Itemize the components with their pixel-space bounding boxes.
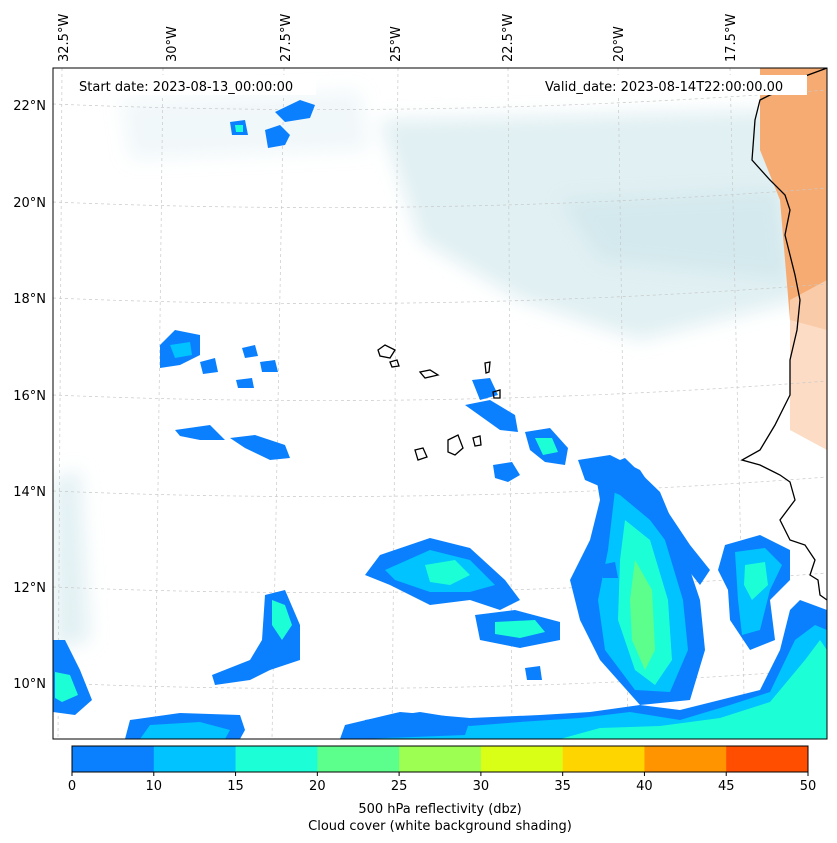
- lon-label: 20°W: [612, 26, 627, 62]
- lon-label: 27.5°W: [279, 14, 294, 62]
- colorbar-label: 500 hPa reflectivity (dbz): [358, 802, 521, 817]
- colorbar-segment: [480, 746, 564, 772]
- land-heat-shading: [760, 68, 827, 450]
- colorbar-tick-label: 10: [146, 779, 163, 794]
- lat-label: 10°N: [13, 677, 46, 692]
- coastline: [377, 68, 827, 601]
- lat-label: 14°N: [13, 485, 46, 500]
- colorbar-segment: [317, 746, 400, 772]
- valid-date-label: Valid_date: 2023-08-14T22:00:00.00: [545, 80, 783, 95]
- cape-verde-islands: [377, 344, 501, 461]
- storm-band-south: [340, 600, 827, 739]
- colorbar: 0 10 15 20 25 30 35 40 45 50: [68, 745, 817, 794]
- colorbar-tick-label: 20: [309, 779, 326, 794]
- colorbar-segment: [72, 746, 155, 772]
- latitude-labels: 22°N 20°N 18°N 16°N 14°N 12°N 10°N: [13, 99, 46, 692]
- lat-label: 20°N: [13, 196, 46, 211]
- longitude-labels: 32.5°W 30°W 27.5°W 25°W 22.5°W 20°W 17.5…: [57, 14, 739, 62]
- lat-label: 22°N: [13, 99, 46, 114]
- lat-label: 16°N: [13, 389, 46, 404]
- colorbar-tick-label: 35: [554, 779, 571, 794]
- colorbar-tick-label: 30: [473, 779, 490, 794]
- colorbar-segment: [153, 746, 237, 772]
- colorbar-tick-label: 40: [636, 779, 653, 794]
- colorbar-tick-label: 45: [718, 779, 735, 794]
- lon-label: 32.5°W: [57, 14, 72, 62]
- colorbar-tick-label: 25: [391, 779, 408, 794]
- colorbar-segment: [235, 746, 318, 772]
- plot-area: [53, 68, 827, 739]
- lat-label: 18°N: [13, 292, 46, 307]
- lon-label: 17.5°W: [724, 14, 739, 62]
- colorbar-segment: [562, 746, 645, 772]
- lat-label: 12°N: [13, 581, 46, 596]
- colorbar-sublabel: Cloud cover (white background shading): [308, 819, 572, 834]
- lon-label: 25°W: [389, 26, 404, 62]
- reflectivity-field: [53, 100, 827, 739]
- colorbar-tick-label: 15: [227, 779, 244, 794]
- colorbar-frame: [71, 745, 809, 773]
- start-date-box: [72, 75, 316, 95]
- colorbar-segment: [726, 746, 809, 772]
- colorbar-segment: [399, 746, 482, 772]
- start-date-label: Start date: 2023-08-13_00:00:00: [79, 80, 293, 95]
- lon-label: 22.5°W: [501, 14, 516, 62]
- colorbar-tick-label: 50: [800, 779, 817, 794]
- plot-frame: [52, 67, 828, 740]
- header: Start date: 2023-08-13_00:00:00 Valid_da…: [72, 75, 807, 95]
- valid-date-box: [538, 75, 807, 95]
- lon-label: 30°W: [165, 26, 180, 62]
- colorbar-tick-label: 0: [68, 779, 76, 794]
- colorbar-segment: [644, 746, 727, 772]
